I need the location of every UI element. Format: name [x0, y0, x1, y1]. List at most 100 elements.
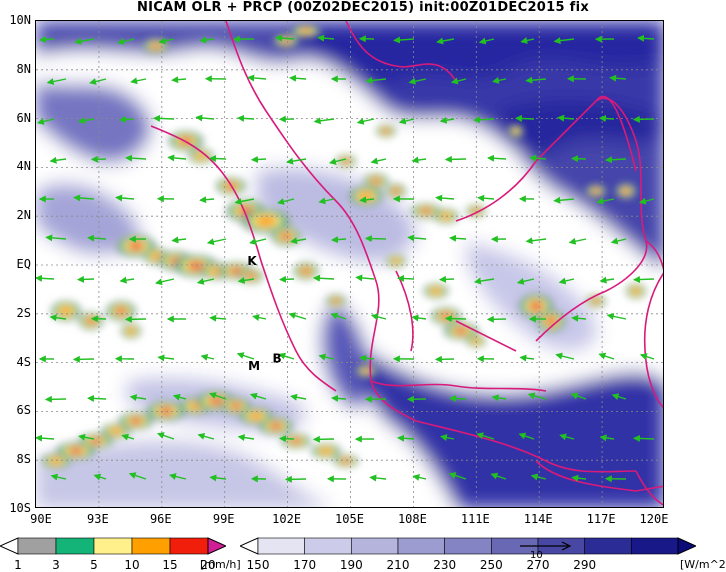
- precip-cell: [335, 300, 338, 302]
- wind-arrow: [36, 278, 54, 279]
- colorbar-level-label: 150: [247, 558, 270, 572]
- location-marker-m: M: [248, 359, 260, 373]
- precip-cell: [49, 458, 62, 465]
- wind-arrow: [120, 119, 134, 120]
- lon-tick-label: 117E: [587, 512, 616, 526]
- colorbar-level-label: 210: [387, 558, 410, 572]
- olr-unit: [W/m^2]: [680, 558, 726, 571]
- precip-cell: [385, 130, 388, 132]
- precip-cell: [299, 28, 312, 34]
- wind-arrow: [252, 159, 266, 160]
- lon-tick-label: 105E: [335, 512, 364, 526]
- lat-tick-label: 10N: [0, 13, 31, 27]
- colorbar-end-high: [678, 538, 696, 554]
- lat-tick-label: 10S: [0, 501, 31, 515]
- lon-tick-label: 120E: [640, 512, 669, 526]
- lat-tick-label: 2N: [0, 208, 31, 222]
- precip-cell: [625, 190, 628, 192]
- precip-cell: [249, 275, 253, 277]
- wind-arrow: [280, 279, 294, 280]
- lat-tick-label: EQ: [0, 257, 31, 271]
- lat-tick-label: 2S: [0, 306, 31, 320]
- wind-arrow: [634, 119, 654, 120]
- colorbar-level-label: 230: [433, 558, 456, 572]
- lon-tick-label: 99E: [213, 512, 235, 526]
- lat-tick-label: 6S: [0, 403, 31, 417]
- lat-tick-label: 6N: [0, 111, 31, 125]
- precip-cell: [595, 300, 598, 302]
- wind-arrow: [446, 318, 466, 319]
- colorbar-level-label: 10: [124, 558, 139, 572]
- precip-cell: [89, 320, 93, 323]
- precip-cell: [127, 328, 136, 335]
- precip-cell: [93, 440, 98, 442]
- precip-cell: [374, 180, 378, 182]
- wind-arrow: [280, 438, 294, 439]
- colorbar-level-label: 5: [90, 558, 98, 572]
- precip-cell: [248, 412, 263, 420]
- colorbar-swatch: [631, 538, 678, 554]
- wind-arrow: [78, 279, 94, 280]
- precip-cell: [133, 420, 138, 423]
- lon-tick-label: 111E: [461, 512, 490, 526]
- colorbar-swatch: [94, 538, 132, 554]
- wind-arrow: [440, 279, 454, 280]
- colorbar-level-label: 250: [480, 558, 503, 572]
- precip-cell: [273, 425, 278, 428]
- precip-cell: [319, 448, 332, 455]
- precip-cell: [513, 128, 520, 134]
- precip-unit: [mm/h]: [200, 558, 241, 571]
- lat-tick-label: 4S: [0, 355, 31, 369]
- map-title: NICAM OLR + PRCP (00Z02DEC2015) init:00Z…: [0, 0, 726, 16]
- lon-tick-label: 102E: [272, 512, 301, 526]
- precip-cell: [431, 288, 442, 295]
- colorbar-swatch: [585, 538, 632, 554]
- colorbar-swatch: [445, 538, 492, 554]
- vector-scale-arrow: [518, 538, 574, 552]
- location-marker-b: B: [273, 352, 282, 366]
- colorbar-level-label: 190: [340, 558, 363, 572]
- precip-cell: [345, 160, 348, 162]
- precip-cell: [294, 440, 298, 442]
- location-marker-k: K: [247, 254, 257, 268]
- wind-arrow: [634, 438, 654, 439]
- precip-cell: [73, 450, 79, 453]
- colorbar-swatch: [18, 538, 56, 554]
- lat-tick-label: 4N: [0, 159, 31, 173]
- lon-tick-label: 108E: [398, 512, 427, 526]
- wind-arrow: [332, 398, 346, 399]
- wind-arrow: [154, 118, 174, 119]
- colorbar-swatch: [56, 538, 94, 554]
- colorbar-end-high: [208, 538, 226, 554]
- colorbar-end-low: [0, 538, 18, 554]
- wind-arrow: [634, 279, 654, 280]
- wind-arrow: [446, 159, 466, 160]
- precip-cell: [119, 310, 123, 313]
- vector-scale-label: 10: [530, 550, 543, 561]
- precip-cell: [213, 400, 219, 403]
- precip-cell: [395, 190, 398, 192]
- precip-cell: [595, 190, 598, 192]
- colorbar-swatch: [305, 538, 352, 554]
- lat-tick-label: 8S: [0, 452, 31, 466]
- colorbar-level-label: 170: [293, 558, 316, 572]
- colorbar-level-label: 3: [52, 558, 60, 572]
- wind-arrow: [600, 118, 614, 119]
- precip-cell: [392, 258, 401, 264]
- colorbar-swatch: [351, 538, 398, 554]
- wind-arrow: [40, 39, 54, 40]
- precip-cell: [632, 288, 641, 295]
- wind-arrow: [450, 398, 466, 399]
- wind-arrow: [366, 238, 386, 239]
- precip-cell: [109, 428, 122, 435]
- lon-tick-label: 114E: [524, 512, 553, 526]
- wind-arrow: [398, 278, 414, 279]
- lon-tick-label: 96E: [150, 512, 172, 526]
- precip-cell: [549, 319, 553, 322]
- colorbar-level-label: 290: [573, 558, 596, 572]
- colorbar-swatch: [398, 538, 445, 554]
- wind-arrow: [238, 118, 254, 119]
- colorbar-level-label: 1: [14, 558, 22, 572]
